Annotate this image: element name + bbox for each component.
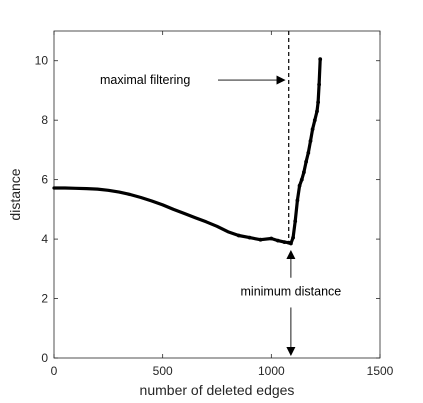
data-point	[258, 237, 263, 242]
annotation-maximal-filtering: maximal filtering	[100, 73, 190, 87]
data-point	[308, 139, 313, 143]
data-point	[291, 235, 295, 240]
data-point	[318, 57, 323, 62]
y-axis-ticks: 0 2 4 6 8 10	[35, 54, 380, 365]
x-tick-label: 1500	[367, 364, 394, 378]
data-point	[269, 236, 274, 241]
data-point	[306, 151, 311, 155]
y-tick-label: 10	[35, 54, 49, 68]
annotations: maximal filtering minimum distance	[100, 73, 342, 357]
data-point	[315, 109, 319, 114]
series-line	[52, 57, 322, 246]
annotation-minimum-distance: minimum distance	[241, 285, 342, 299]
data-point	[236, 233, 241, 238]
data-point	[247, 235, 252, 240]
y-tick-label: 2	[41, 292, 48, 306]
series-group	[52, 57, 323, 246]
data-point	[295, 198, 300, 203]
data-point	[317, 82, 321, 87]
plot-area-frame	[53, 30, 381, 359]
y-tick-label: 6	[41, 173, 48, 187]
x-tick-label: 500	[153, 364, 173, 378]
x-tick-label: 1000	[258, 364, 285, 378]
data-point	[297, 183, 302, 188]
data-point	[316, 100, 320, 105]
x-tick-label: 0	[51, 364, 58, 378]
x-axis-label: number of deleted edges	[140, 382, 295, 398]
data-point	[293, 219, 298, 224]
data-point	[312, 118, 317, 123]
data-point	[289, 241, 293, 246]
x-axis-ticks: 0 500 1000 1500	[51, 31, 394, 378]
data-point	[299, 177, 304, 182]
y-tick-label: 0	[41, 351, 48, 365]
data-point	[302, 170, 306, 175]
data-point	[304, 159, 308, 164]
data-point	[276, 238, 280, 243]
data-point	[310, 127, 315, 131]
data-point	[282, 240, 287, 245]
y-tick-label: 8	[41, 113, 48, 127]
y-axis-label: distance	[7, 168, 23, 220]
y-tick-label: 4	[41, 232, 48, 246]
